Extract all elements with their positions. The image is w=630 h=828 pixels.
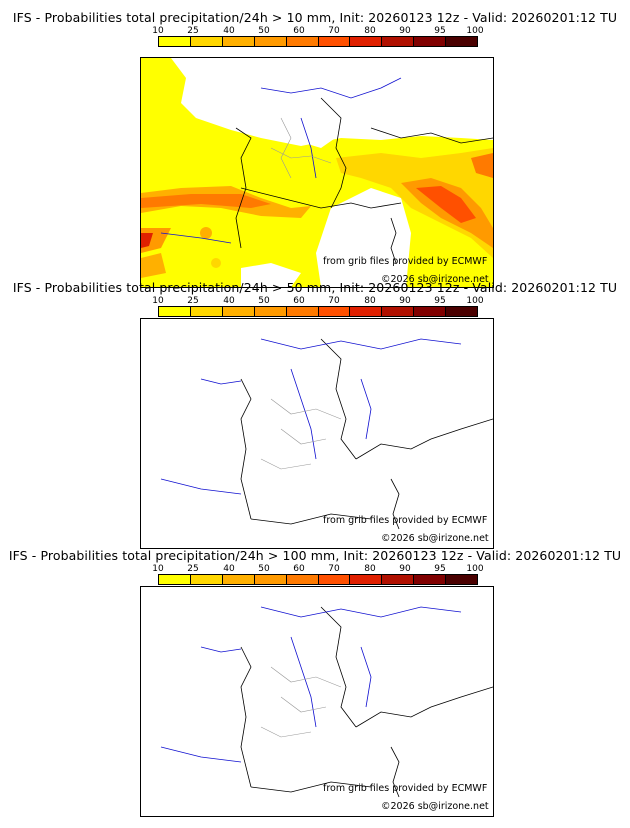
legend-tick: 80 <box>364 26 376 36</box>
legend-swatch <box>382 307 415 316</box>
legend-swatch <box>414 307 447 316</box>
legend-tick: 50 <box>258 26 270 36</box>
legend-swatch <box>222 575 255 584</box>
legend-tick: 60 <box>293 564 305 574</box>
color-legend-bar <box>158 36 478 47</box>
legend-swatch <box>190 307 223 316</box>
legend-swatch <box>414 37 447 46</box>
legend-swatch <box>318 37 351 46</box>
legend-swatch <box>286 37 319 46</box>
data-source-credit: from grib files provided by ECMWF <box>323 515 488 526</box>
color-legend-bar <box>158 306 478 317</box>
legend-tick: 70 <box>328 296 340 306</box>
legend-swatch <box>254 575 287 584</box>
map-panel-50mm: IFS - Probabilities total precipitation/… <box>0 280 630 549</box>
panel-title: IFS - Probabilities total precipitation/… <box>12 10 618 25</box>
legend-swatch <box>414 575 447 584</box>
legend-tick: 40 <box>223 26 235 36</box>
precip-shading-layer <box>141 58 493 287</box>
map-panel-100mm: IFS - Probabilities total precipitation/… <box>0 548 630 817</box>
legend-swatch <box>446 37 478 46</box>
legend-tick: 25 <box>187 296 199 306</box>
precip-map: from grib files provided by ECMWF ©2026 … <box>140 586 494 817</box>
data-source-credit: from grib files provided by ECMWF <box>323 783 488 794</box>
legend-tick: 60 <box>293 26 305 36</box>
legend-tick: 25 <box>187 26 199 36</box>
legend-tick: 80 <box>364 296 376 306</box>
legend-ticks: 10 25 40 50 60 70 80 90 95 100 <box>146 26 486 37</box>
legend-tick: 100 <box>466 26 484 36</box>
base-map-layer <box>160 338 493 530</box>
copyright-credit: ©2026 sb@irizone.net <box>381 801 489 812</box>
legend-tick: 95 <box>434 296 446 306</box>
base-map-layer <box>160 606 493 798</box>
legend-tick: 50 <box>258 564 270 574</box>
legend-tick: 90 <box>399 26 411 36</box>
legend-swatch <box>446 575 478 584</box>
legend-swatch <box>190 37 223 46</box>
legend-swatch <box>159 307 191 316</box>
legend-swatch <box>190 575 223 584</box>
legend-swatch <box>254 37 287 46</box>
legend-tick: 95 <box>434 564 446 574</box>
legend-tick: 10 <box>152 26 164 36</box>
legend-swatch <box>286 575 319 584</box>
legend-ticks: 10 25 40 50 60 70 80 90 95 100 <box>146 296 486 307</box>
legend-swatch <box>350 37 383 46</box>
copyright-credit: ©2026 sb@irizone.net <box>381 274 489 285</box>
legend-swatch <box>159 37 191 46</box>
legend-tick: 90 <box>399 296 411 306</box>
legend-tick: 60 <box>293 296 305 306</box>
legend-tick: 10 <box>152 296 164 306</box>
legend-tick: 25 <box>187 564 199 574</box>
legend-tick: 70 <box>328 26 340 36</box>
legend-swatch <box>350 307 383 316</box>
legend-swatch <box>286 307 319 316</box>
data-source-credit: from grib files provided by ECMWF <box>323 256 488 267</box>
precip-map: from grib files provided by ECMWF ©2026 … <box>140 318 494 549</box>
legend-swatch <box>159 575 191 584</box>
legend-tick: 50 <box>258 296 270 306</box>
legend-ticks: 10 25 40 50 60 70 80 90 95 100 <box>146 564 486 575</box>
legend-swatch <box>222 307 255 316</box>
legend-tick: 80 <box>364 564 376 574</box>
legend-tick: 10 <box>152 564 164 574</box>
legend-tick: 90 <box>399 564 411 574</box>
panel-title: IFS - Probabilities total precipitation/… <box>8 548 622 563</box>
legend-swatch <box>318 307 351 316</box>
legend-tick: 100 <box>466 296 484 306</box>
legend-swatch <box>318 575 351 584</box>
map-panel-10mm: IFS - Probabilities total precipitation/… <box>0 10 630 288</box>
panel-title: IFS - Probabilities total precipitation/… <box>12 280 618 295</box>
legend-swatch <box>382 575 415 584</box>
legend-swatch <box>382 37 415 46</box>
legend-tick: 70 <box>328 564 340 574</box>
legend-tick: 95 <box>434 26 446 36</box>
legend-swatch <box>222 37 255 46</box>
legend-tick: 40 <box>223 564 235 574</box>
legend-tick: 100 <box>466 564 484 574</box>
legend-swatch <box>254 307 287 316</box>
legend-swatch <box>350 575 383 584</box>
legend-tick: 40 <box>223 296 235 306</box>
copyright-credit: ©2026 sb@irizone.net <box>381 533 489 544</box>
color-legend-bar <box>158 574 478 585</box>
precip-map: from grib files provided by ECMWF ©2026 … <box>140 57 494 288</box>
legend-swatch <box>446 307 478 316</box>
